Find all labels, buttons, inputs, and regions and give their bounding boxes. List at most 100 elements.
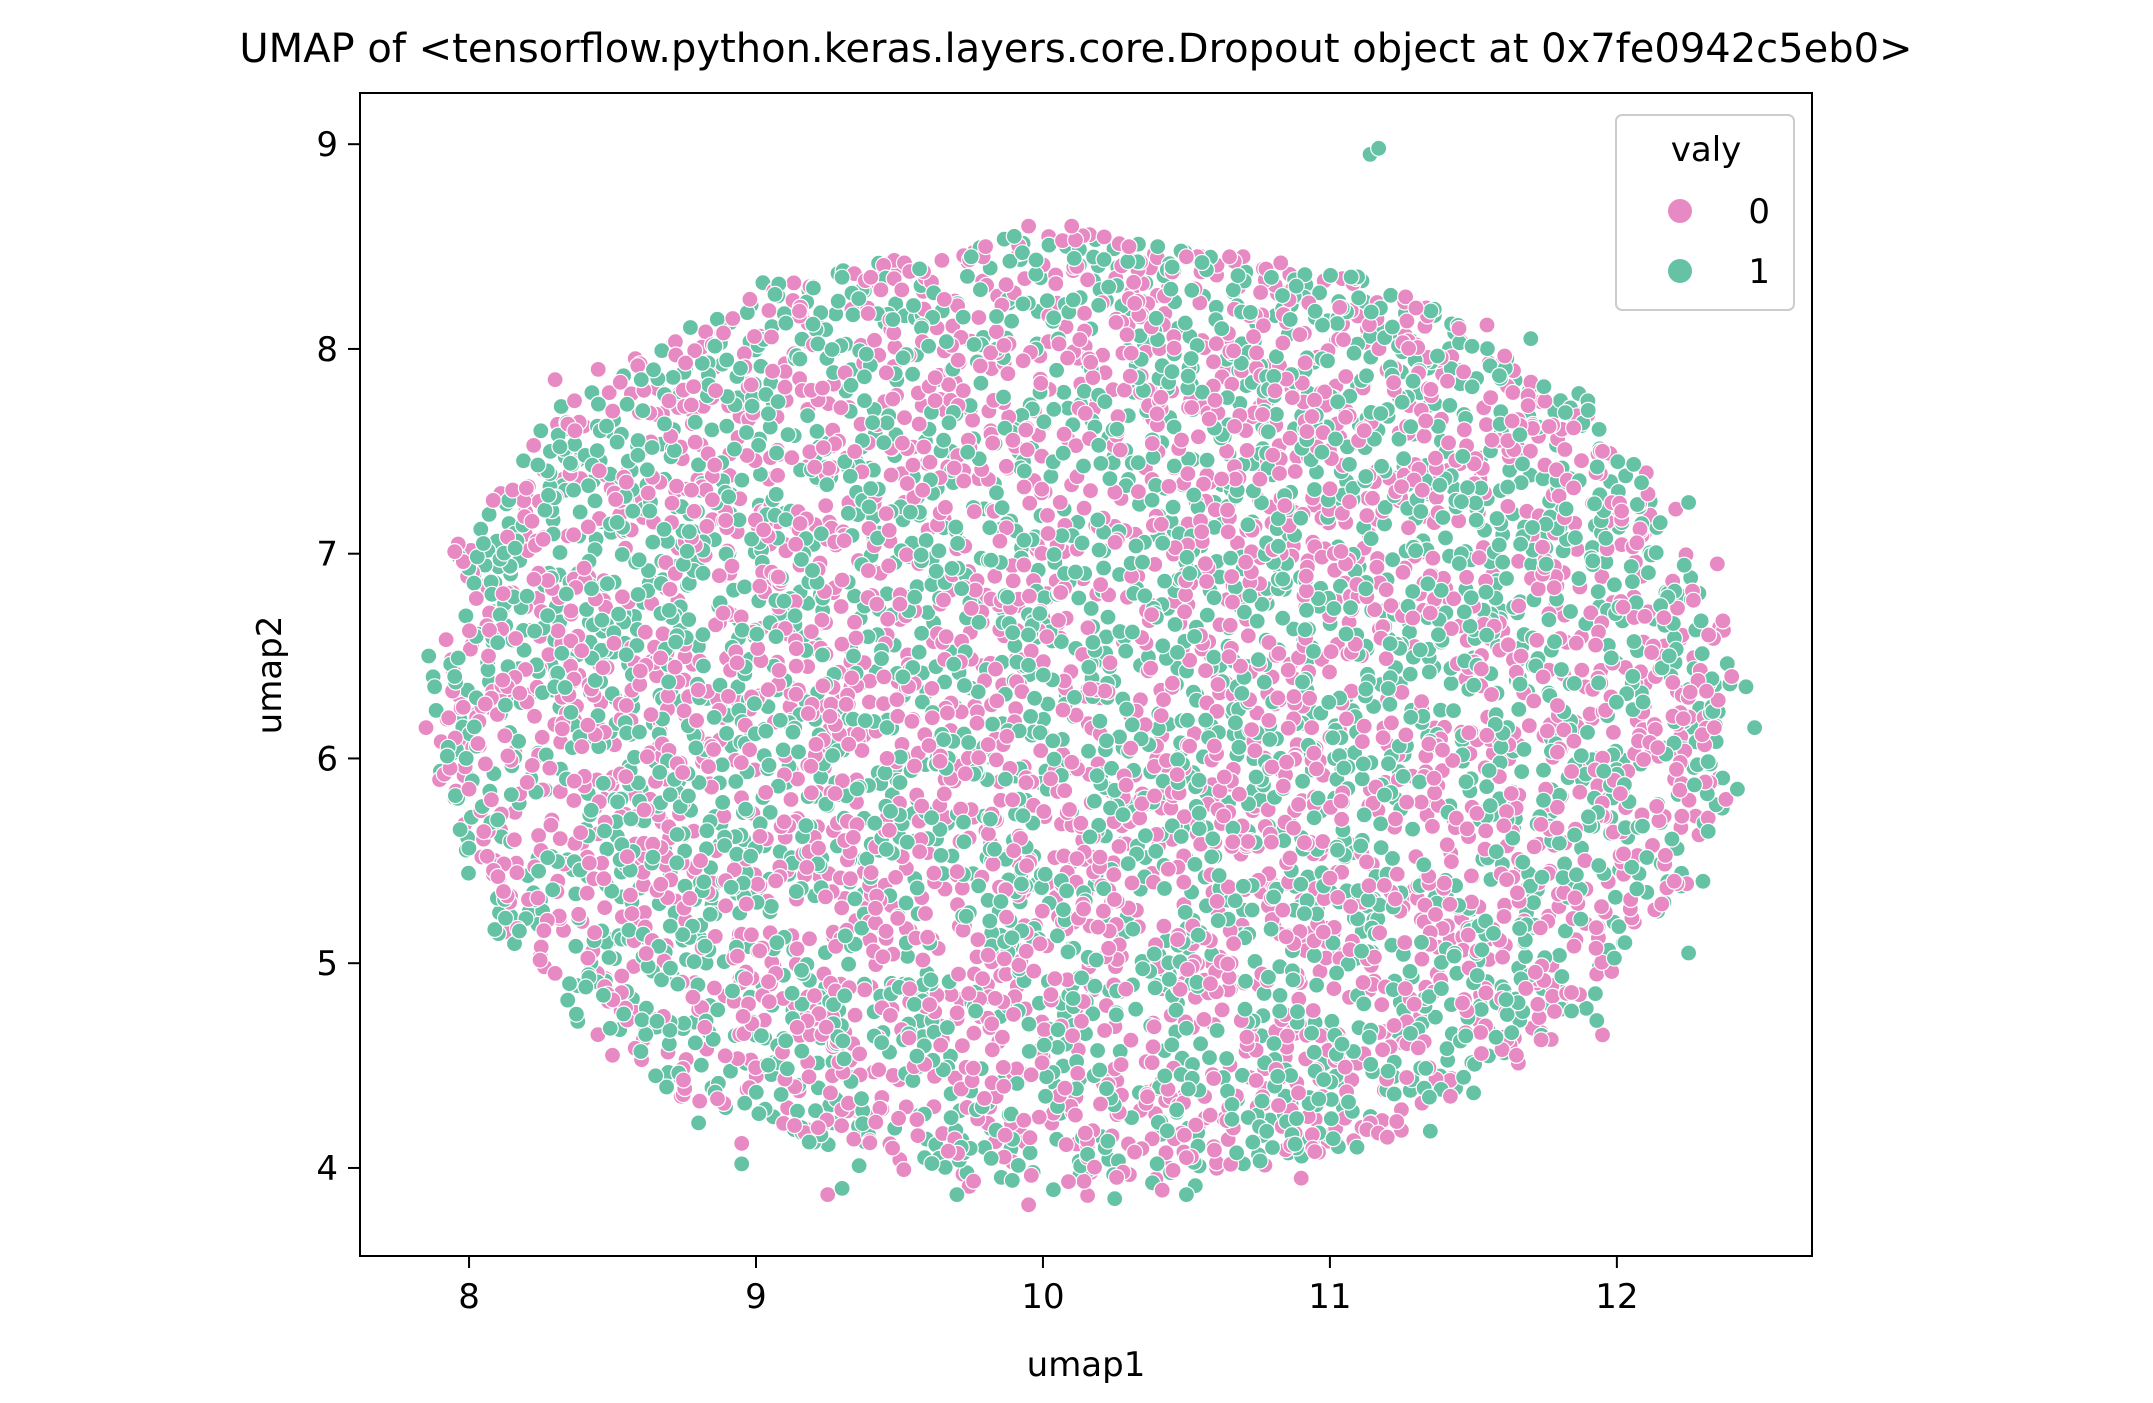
scatter-point-class-0 bbox=[965, 503, 983, 521]
scatter-point-class-1 bbox=[1247, 768, 1265, 786]
scatter-point-class-0 bbox=[910, 415, 928, 433]
scatter-point-class-1 bbox=[1044, 1181, 1063, 1199]
scatter-point-class-1 bbox=[1572, 746, 1590, 765]
scatter-point-class-0 bbox=[1213, 1001, 1231, 1019]
scatter-point-class-1 bbox=[1021, 1144, 1039, 1162]
scatter-point-class-0 bbox=[800, 930, 819, 948]
scatter-point-class-1 bbox=[1243, 901, 1261, 919]
scatter-point-class-0 bbox=[606, 490, 625, 509]
scatter-point-class-0 bbox=[1046, 970, 1064, 988]
scatter-point-class-0 bbox=[1529, 995, 1547, 1013]
scatter-point-class-1 bbox=[680, 610, 698, 629]
scatter-point-class-0 bbox=[915, 438, 933, 456]
scatter-point-class-1 bbox=[1515, 740, 1533, 759]
scatter-point-class-0 bbox=[1556, 440, 1574, 459]
scatter-point-class-0 bbox=[553, 720, 571, 738]
scatter-point-class-0 bbox=[636, 623, 654, 641]
scatter-point-class-1 bbox=[1589, 674, 1608, 692]
scatter-point-class-1 bbox=[839, 504, 857, 522]
scatter-point-class-0 bbox=[564, 526, 583, 544]
scatter-point-class-0 bbox=[1388, 1112, 1406, 1131]
scatter-point-class-1 bbox=[1054, 901, 1073, 919]
scatter-point-class-1 bbox=[1589, 582, 1607, 601]
scatter-point-class-1 bbox=[1100, 278, 1118, 296]
scatter-point-class-1 bbox=[1524, 893, 1543, 912]
scatter-point-class-1 bbox=[1198, 606, 1216, 624]
scatter-point-class-1 bbox=[910, 643, 928, 661]
scatter-point-class-1 bbox=[1287, 1109, 1306, 1128]
scatter-point-class-1 bbox=[1085, 792, 1104, 810]
scatter-point-class-1 bbox=[1075, 382, 1093, 400]
scatter-point-class-1 bbox=[564, 481, 583, 499]
scatter-point-class-1 bbox=[595, 822, 614, 840]
scatter-point-class-0 bbox=[1272, 254, 1290, 272]
scatter-point-class-1 bbox=[1088, 1041, 1107, 1060]
scatter-point-class-0 bbox=[1219, 523, 1237, 541]
scatter-point-class-0 bbox=[787, 657, 805, 675]
scatter-point-class-1 bbox=[1463, 337, 1481, 355]
scatter-point-class-0 bbox=[963, 411, 982, 429]
scatter-point-class-1 bbox=[579, 477, 598, 495]
scatter-point-class-1 bbox=[1616, 933, 1634, 952]
scatter-point-class-0 bbox=[1069, 1064, 1087, 1083]
scatter-point-class-1 bbox=[694, 564, 712, 582]
scatter-point-class-0 bbox=[1032, 374, 1050, 392]
scatter-point-class-1 bbox=[457, 607, 475, 625]
scatter-point-class-0 bbox=[613, 967, 631, 985]
scatter-point-class-1 bbox=[1114, 806, 1132, 824]
scatter-point-class-1 bbox=[1461, 617, 1479, 635]
scatter-point-class-0 bbox=[832, 597, 850, 616]
scatter-point-class-1 bbox=[877, 840, 895, 859]
scatter-point-class-1 bbox=[850, 1157, 868, 1175]
scatter-point-class-0 bbox=[1209, 675, 1227, 694]
scatter-point-class-1 bbox=[1638, 848, 1656, 867]
scatter-point-class-0 bbox=[1587, 918, 1606, 937]
scatter-point-class-1 bbox=[661, 917, 679, 935]
scatter-point-class-0 bbox=[1628, 534, 1646, 552]
scatter-point-class-0 bbox=[997, 908, 1016, 926]
scatter-point-class-1 bbox=[1464, 1084, 1483, 1102]
scatter-point-class-0 bbox=[469, 734, 487, 753]
scatter-point-class-0 bbox=[1285, 687, 1303, 706]
scatter-point-class-1 bbox=[472, 520, 490, 538]
scatter-point-class-1 bbox=[1562, 1002, 1581, 1020]
scatter-point-class-0 bbox=[1673, 807, 1691, 825]
scatter-point-class-1 bbox=[1556, 403, 1575, 422]
scatter-point-class-1 bbox=[1064, 291, 1082, 309]
scatter-point-class-0 bbox=[1304, 1001, 1322, 1020]
scatter-point-class-0 bbox=[565, 791, 583, 810]
scatter-point-class-0 bbox=[1405, 995, 1423, 1013]
scatter-point-class-1 bbox=[1381, 695, 1399, 713]
scatter-point-class-1 bbox=[1586, 984, 1605, 1003]
scatter-point-class-1 bbox=[844, 306, 862, 324]
scatter-point-class-0 bbox=[970, 308, 988, 327]
scatter-point-class-1 bbox=[1117, 642, 1135, 660]
scatter-point-class-1 bbox=[1477, 583, 1495, 601]
scatter-point-class-0 bbox=[1123, 874, 1141, 892]
scatter-point-class-1 bbox=[1394, 767, 1412, 786]
scatter-point-class-0 bbox=[1572, 452, 1591, 470]
scatter-point-class-0 bbox=[1289, 1084, 1308, 1102]
scatter-point-class-0 bbox=[1244, 328, 1263, 346]
scatter-point-class-1 bbox=[912, 624, 931, 642]
scatter-point-class-1 bbox=[983, 715, 1002, 733]
scatter-point-class-0 bbox=[1459, 926, 1477, 944]
scatter-point-class-1 bbox=[571, 503, 589, 521]
scatter-point-class-1 bbox=[958, 267, 977, 285]
scatter-point-class-0 bbox=[837, 695, 855, 714]
scatter-point-class-0 bbox=[960, 984, 978, 1003]
scatter-point-class-0 bbox=[931, 752, 949, 770]
scatter-point-class-1 bbox=[1045, 750, 1063, 768]
scatter-point-class-1 bbox=[1092, 454, 1110, 472]
scatter-point-class-1 bbox=[551, 438, 569, 456]
scatter-point-class-0 bbox=[1471, 1023, 1490, 1042]
scatter-point-class-1 bbox=[1163, 1036, 1181, 1054]
scatter-point-class-1 bbox=[848, 780, 866, 798]
scatter-point-class-1 bbox=[839, 955, 858, 973]
scatter-point-class-1 bbox=[1082, 599, 1100, 618]
scatter-point-class-0 bbox=[1033, 480, 1051, 498]
scatter-point-class-1 bbox=[1307, 976, 1326, 994]
scatter-point-class-1 bbox=[1663, 830, 1681, 848]
scatter-point-class-0 bbox=[600, 384, 618, 402]
scatter-point-class-0 bbox=[1018, 441, 1036, 459]
